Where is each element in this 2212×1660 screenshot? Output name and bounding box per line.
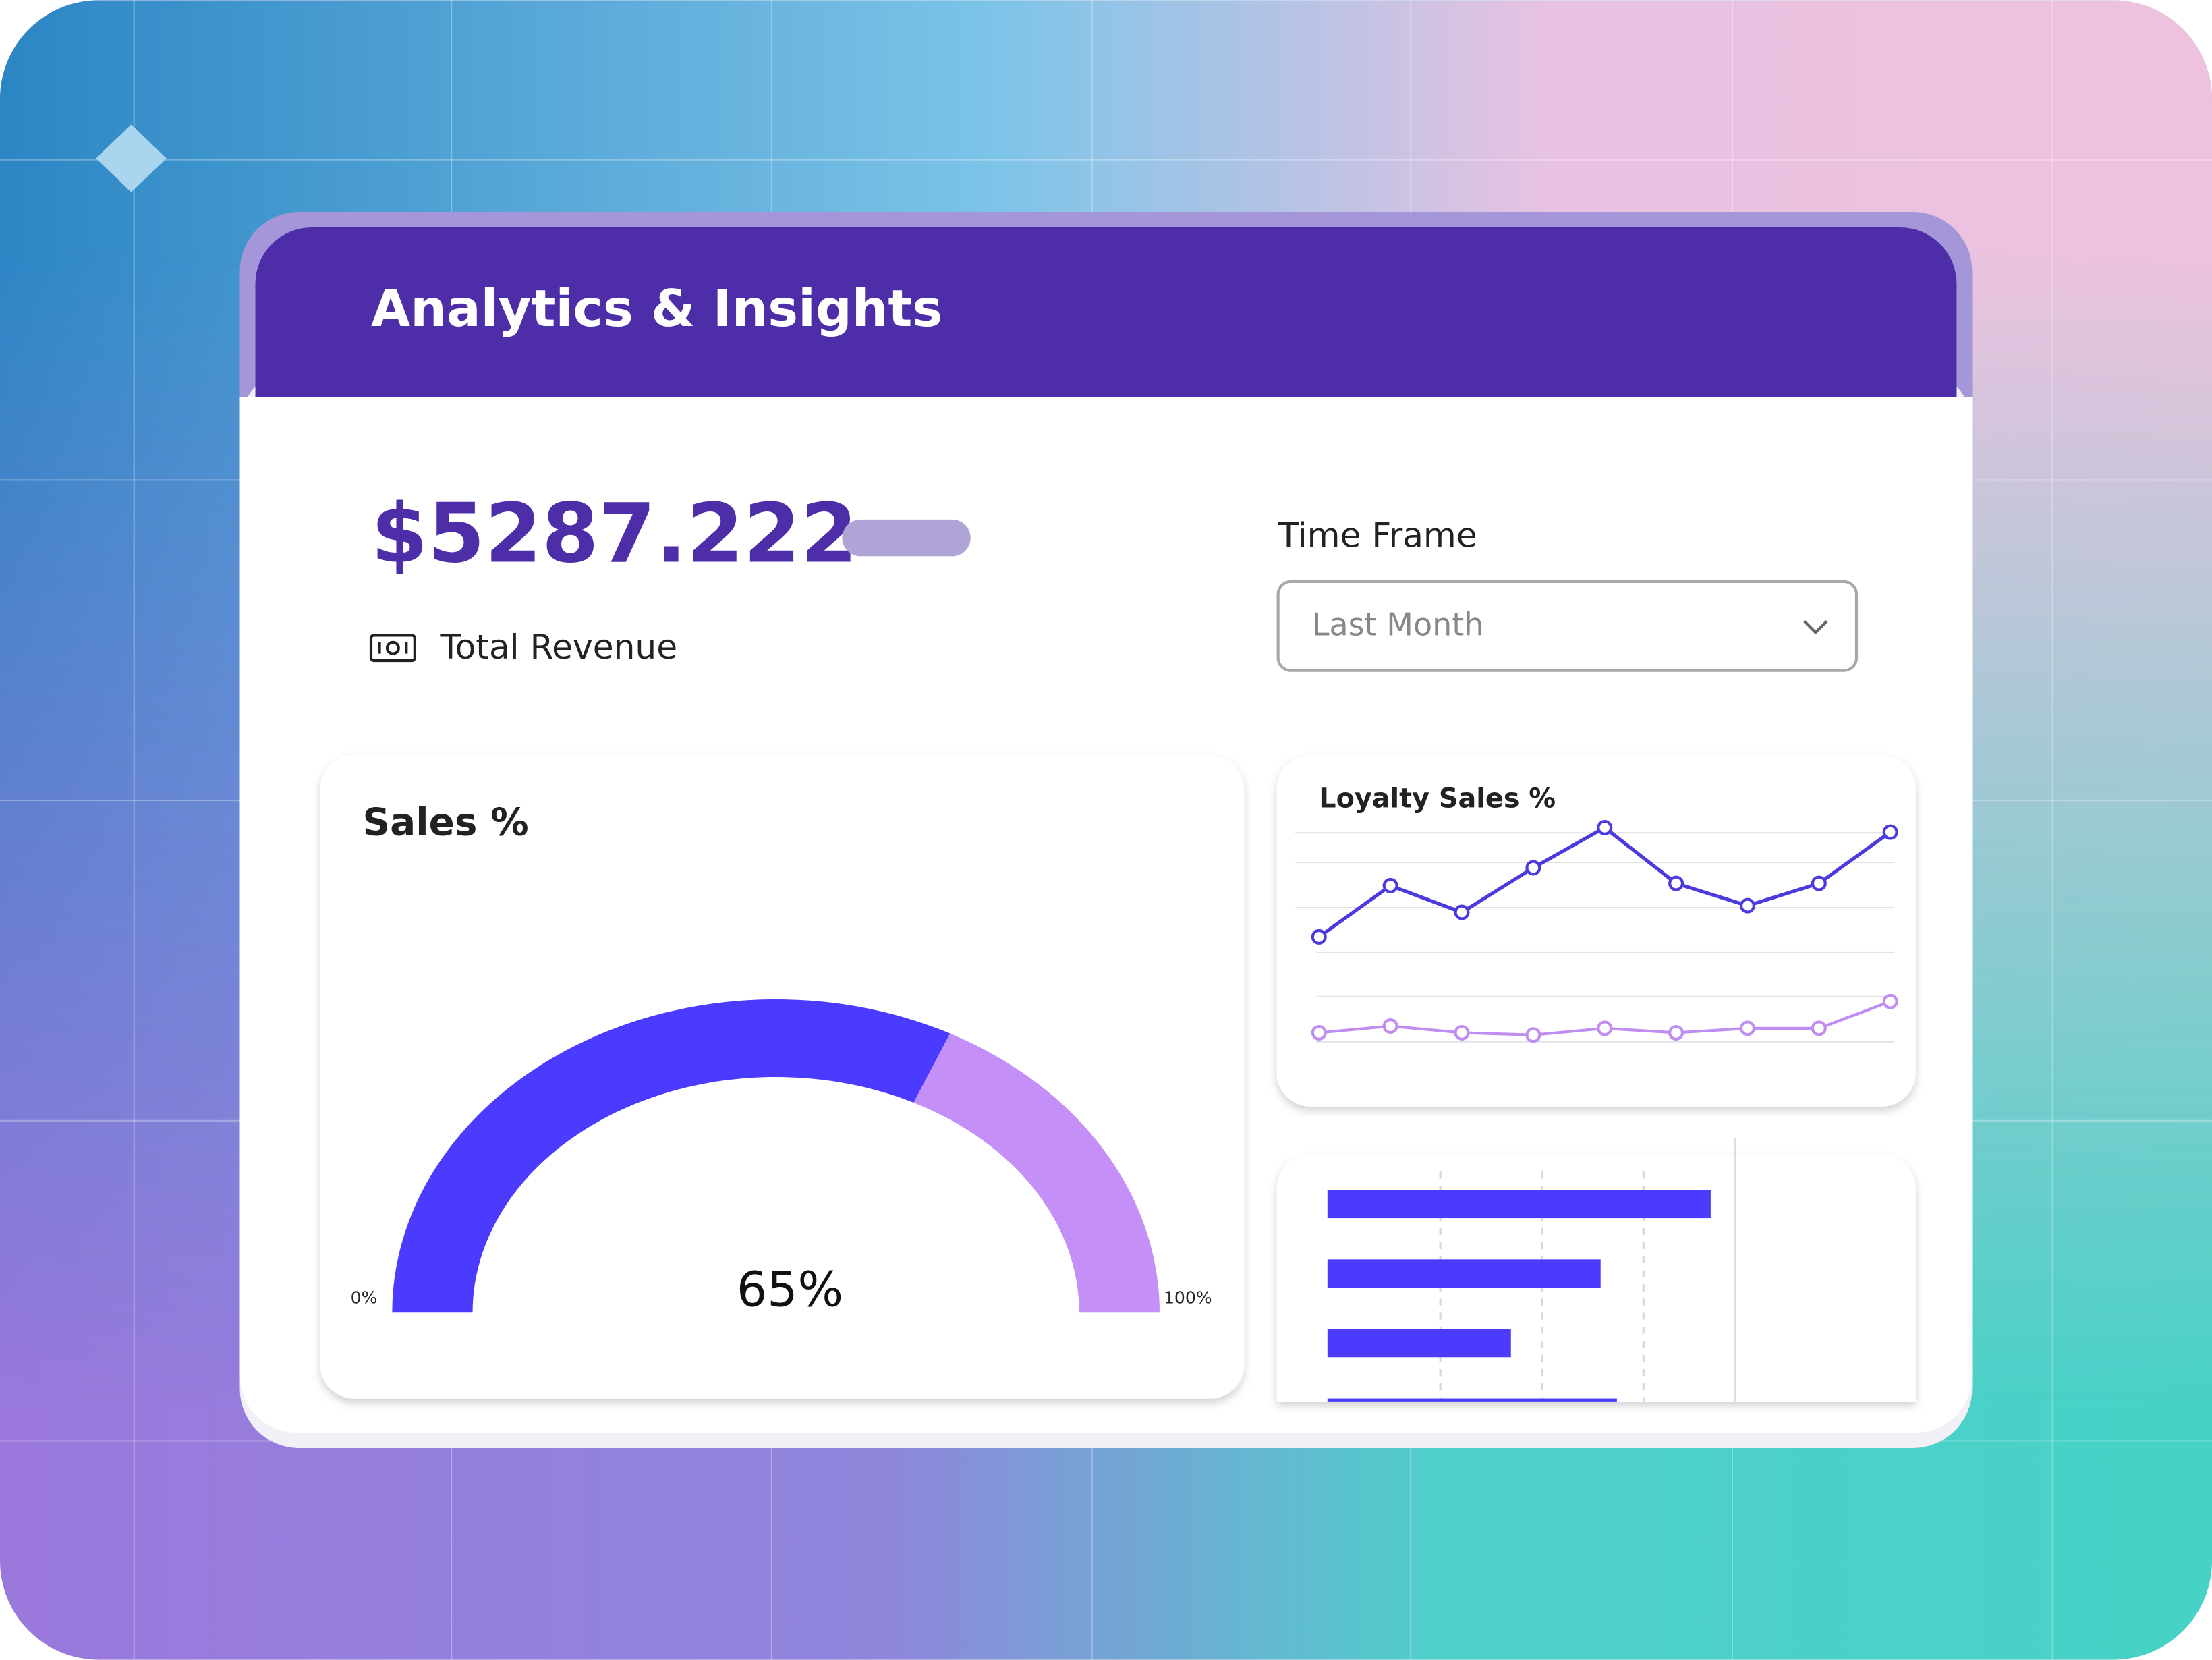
chevron[interactable] — [1803, 620, 1828, 635]
line-title: Loyalty Sales % — [1319, 783, 1556, 814]
series-point — [1525, 860, 1541, 876]
gauge-title: Sales % — [362, 800, 528, 844]
gauge-tick-label: 0% — [351, 1288, 378, 1307]
series-point — [1882, 824, 1898, 840]
dropdown-box[interactable] — [1276, 580, 1859, 672]
series-point — [1311, 1024, 1327, 1041]
series-point — [1597, 1020, 1613, 1036]
series-point — [1454, 904, 1470, 920]
series-point — [1739, 897, 1755, 914]
series-point — [1811, 1020, 1827, 1036]
series-point — [1525, 1027, 1541, 1043]
bar — [1327, 1398, 1617, 1402]
series-point — [1382, 877, 1398, 893]
series-point — [1382, 1018, 1398, 1034]
dropdown-value[interactable]: Last Month — [1312, 606, 1484, 642]
gauge-tick-label: 100% — [1164, 1288, 1212, 1307]
gauge-value-label: 65% — [737, 1261, 843, 1317]
badge — [842, 519, 971, 557]
title: Analytics & Insights — [371, 279, 942, 338]
gauge-remainder — [913, 1033, 1160, 1313]
header — [255, 227, 1957, 397]
bar — [1327, 1259, 1601, 1288]
series-point — [1668, 875, 1684, 891]
bar — [1327, 1190, 1711, 1219]
time-frame-label: Time Frame — [1278, 516, 1477, 555]
series-point — [1668, 1024, 1684, 1041]
series-point — [1882, 993, 1898, 1009]
money-icon — [369, 634, 416, 663]
time-frame-dropdown[interactable]: Last Month — [1276, 580, 1859, 672]
revenue-amount: $5287.222 — [371, 485, 857, 581]
series-point — [1811, 875, 1827, 891]
bar-group — [1327, 1190, 1711, 1402]
revenue-label: Total Revenue — [439, 627, 677, 667]
series-point — [1454, 1024, 1470, 1041]
bar — [1327, 1329, 1511, 1358]
diamond — [96, 124, 167, 192]
gauge-value — [392, 999, 951, 1313]
series-point — [1311, 929, 1327, 945]
series-point — [1597, 819, 1613, 835]
line-card — [1276, 755, 1916, 1107]
series-point — [1739, 1020, 1755, 1036]
